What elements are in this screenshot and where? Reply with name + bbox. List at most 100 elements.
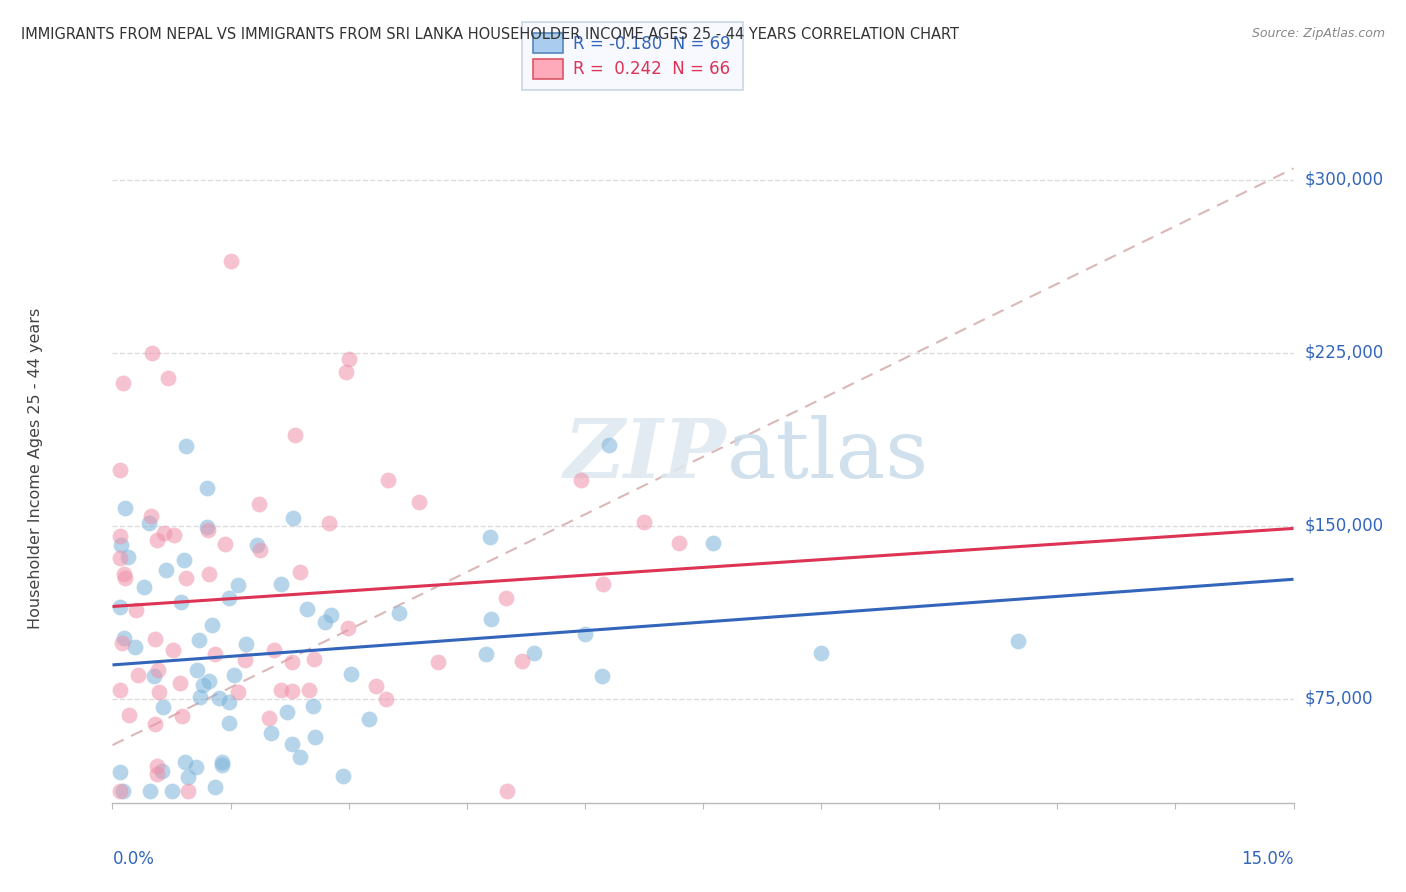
Point (198, 673, 221, 688)
Point (260, 726, 283, 740)
Point (195, 481, 218, 495)
Point (110, 784, 132, 798)
Point (152, 525, 174, 540)
Point (474, 648, 496, 662)
Point (211, 755, 233, 769)
Point (204, 648, 226, 662)
Point (110, 550, 132, 565)
Point (288, 565, 311, 579)
Point (148, 685, 170, 699)
Point (668, 536, 690, 550)
Point (1007, 634, 1029, 648)
Point (162, 643, 184, 657)
Point (112, 631, 135, 645)
Point (340, 667, 363, 681)
Text: $150,000: $150,000 (1305, 517, 1384, 535)
Point (337, 351, 360, 366)
Point (111, 636, 134, 650)
Point (110, 529, 132, 543)
Point (388, 606, 411, 620)
Point (174, 439, 197, 453)
Point (301, 699, 323, 714)
Point (124, 640, 146, 654)
Point (276, 705, 298, 719)
Point (314, 615, 336, 629)
Point (247, 497, 270, 511)
Point (146, 759, 169, 773)
Point (318, 516, 340, 531)
Point (208, 691, 231, 706)
Point (125, 603, 148, 617)
Text: ZIP: ZIP (564, 415, 727, 495)
Point (150, 764, 173, 778)
Point (375, 692, 398, 706)
Point (141, 346, 163, 360)
Point (198, 567, 221, 582)
Point (288, 750, 311, 764)
Legend: Immigrants from Nepal, Immigrants from Sri Lanka: Immigrants from Nepal, Immigrants from S… (454, 884, 952, 892)
Point (139, 784, 162, 798)
Point (270, 683, 292, 698)
Point (810, 646, 832, 660)
Point (148, 663, 170, 677)
Point (188, 690, 211, 704)
Point (591, 669, 613, 683)
Point (145, 533, 167, 547)
Point (263, 643, 285, 657)
Point (214, 537, 236, 551)
Text: 15.0%: 15.0% (1241, 849, 1294, 868)
Point (114, 571, 136, 585)
Point (160, 784, 183, 798)
Point (143, 716, 166, 731)
Text: 0.0%: 0.0% (112, 849, 155, 868)
Point (218, 695, 240, 709)
Point (523, 646, 546, 660)
Point (219, 253, 242, 268)
Text: Householder Income Ages 25 - 44 years: Householder Income Ages 25 - 44 years (28, 308, 44, 629)
Text: $75,000: $75,000 (1305, 690, 1374, 708)
Point (186, 663, 208, 677)
Text: $225,000: $225,000 (1305, 344, 1384, 362)
Point (155, 563, 177, 577)
Point (335, 365, 357, 379)
Text: $300,000: $300,000 (1305, 171, 1384, 189)
Point (479, 612, 502, 626)
Point (377, 473, 399, 487)
Point (172, 709, 194, 723)
Point (110, 683, 132, 698)
Point (479, 530, 502, 544)
Point (187, 632, 209, 647)
Point (132, 580, 155, 594)
Point (495, 591, 517, 606)
Point (176, 784, 198, 798)
Point (281, 655, 304, 669)
Point (246, 538, 269, 552)
Point (284, 427, 307, 442)
Point (112, 784, 135, 798)
Point (302, 652, 325, 666)
Point (174, 755, 197, 769)
Point (357, 712, 380, 726)
Point (211, 757, 233, 772)
Point (201, 617, 224, 632)
Point (249, 543, 271, 558)
Point (702, 535, 724, 549)
Point (336, 621, 359, 635)
Point (112, 567, 135, 582)
Point (110, 765, 132, 780)
Point (127, 668, 149, 682)
Point (142, 669, 165, 683)
Point (304, 731, 326, 745)
Point (173, 553, 195, 567)
Point (281, 683, 304, 698)
Point (186, 760, 208, 774)
Point (224, 667, 246, 681)
Point (598, 438, 620, 452)
Point (257, 711, 280, 725)
Point (235, 637, 257, 651)
Point (114, 501, 136, 516)
Point (117, 549, 139, 564)
Point (110, 599, 132, 614)
Text: Source: ZipAtlas.com: Source: ZipAtlas.com (1251, 27, 1385, 40)
Point (283, 511, 305, 525)
